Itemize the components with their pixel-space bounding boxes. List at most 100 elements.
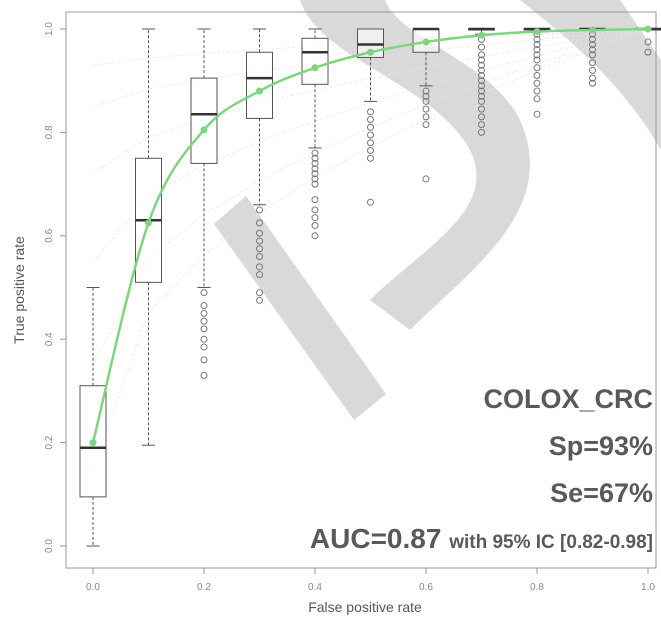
outlier-point bbox=[422, 113, 430, 121]
roc-point bbox=[589, 26, 596, 34]
outlier-point bbox=[367, 146, 374, 154]
outlier-point bbox=[256, 237, 263, 245]
roc-point bbox=[311, 64, 319, 72]
outlier-point bbox=[256, 245, 263, 253]
outlier-point bbox=[533, 87, 541, 95]
outlier-point bbox=[256, 271, 263, 279]
roc-point bbox=[422, 38, 430, 46]
x-tick-label: 0.2 bbox=[197, 582, 211, 593]
outlier-point bbox=[533, 95, 541, 103]
y-tick-label: 1.0 bbox=[44, 22, 55, 36]
outlier-point bbox=[256, 289, 263, 297]
outlier-point bbox=[533, 51, 541, 59]
outlier-point bbox=[478, 128, 485, 136]
outlier-point bbox=[478, 56, 485, 64]
x-tick-label: 0.0 bbox=[86, 582, 100, 593]
outlier-point bbox=[478, 121, 485, 129]
y-axis-label: True positive rate bbox=[11, 236, 27, 344]
outlier-point bbox=[533, 64, 541, 72]
outlier-point bbox=[200, 371, 208, 379]
outlier-point bbox=[367, 198, 374, 206]
outlier-point bbox=[200, 335, 208, 343]
axes: 0.0 0.2 0.4 0.6 0.8 1.0 0.0 0.2 0.4 0.6 0.8 1.0 bbox=[44, 11, 657, 593]
outlier-point bbox=[311, 206, 319, 214]
outlier-point bbox=[478, 82, 485, 90]
outlier-point bbox=[533, 79, 541, 87]
watermark-curve bbox=[300, 0, 530, 330]
boxplot bbox=[135, 28, 162, 446]
outlier-point bbox=[367, 154, 374, 162]
outlier-point bbox=[589, 35, 596, 43]
outlier-point bbox=[311, 175, 319, 183]
outlier-point bbox=[311, 221, 319, 229]
outlier-point bbox=[256, 219, 263, 227]
outlier-point bbox=[533, 56, 541, 64]
outlier-point bbox=[589, 59, 596, 67]
outlier-point bbox=[589, 51, 596, 59]
sensitivity-annotation: Se=67% bbox=[550, 478, 653, 508]
boxplot bbox=[523, 27, 551, 118]
outlier-point bbox=[367, 131, 374, 139]
outlier-point bbox=[589, 46, 596, 54]
roc-point bbox=[89, 439, 97, 447]
outlier-point bbox=[311, 180, 319, 188]
roc-point bbox=[478, 31, 485, 39]
outlier-point bbox=[256, 206, 263, 214]
outlier-point bbox=[200, 325, 208, 333]
outlier-point bbox=[478, 77, 485, 85]
outlier-point bbox=[200, 356, 208, 364]
outlier-point bbox=[311, 196, 319, 204]
x-axis-label: False positive rate bbox=[308, 599, 422, 615]
outlier-point bbox=[311, 149, 319, 157]
background-trace bbox=[92, 28, 649, 108]
x-tick-label: 0.6 bbox=[419, 582, 433, 593]
roc-point bbox=[200, 126, 208, 134]
roc-point bbox=[533, 28, 541, 36]
outlier-point bbox=[422, 105, 430, 113]
model-name-annotation: COLOX_CRC bbox=[483, 384, 653, 414]
watermark-stroke bbox=[214, 196, 386, 420]
outlier-point bbox=[478, 105, 485, 113]
y-tick-label: 0.6 bbox=[44, 228, 55, 242]
outlier-point bbox=[367, 108, 374, 116]
outlier-point bbox=[200, 343, 208, 351]
outlier-point bbox=[478, 66, 485, 74]
outlier-point bbox=[589, 74, 596, 82]
x-tick-label: 1.0 bbox=[641, 582, 655, 593]
auc-annotation: AUC=0.87 with 95% IC [0.82-0.98] bbox=[310, 523, 653, 555]
background-trace bbox=[92, 28, 649, 366]
outlier-point bbox=[422, 87, 430, 95]
y-tick-label: 0.4 bbox=[44, 332, 55, 346]
auc-confidence-interval: with 95% IC [0.82-0.98] bbox=[449, 532, 653, 553]
outlier-point bbox=[256, 229, 263, 237]
roc-point bbox=[256, 87, 263, 95]
box bbox=[301, 37, 329, 85]
watermark-logo bbox=[214, 0, 661, 420]
outlier-point bbox=[589, 79, 596, 87]
outlier-point bbox=[478, 92, 485, 100]
x-tick-label: 0.4 bbox=[308, 582, 322, 593]
boxplot bbox=[301, 28, 329, 240]
boxplot bbox=[79, 287, 107, 547]
outlier-point bbox=[422, 92, 430, 100]
x-tick-label: 0.8 bbox=[530, 582, 544, 593]
outlier-point bbox=[533, 110, 541, 118]
outlier-point bbox=[256, 296, 263, 304]
outlier-point bbox=[311, 214, 319, 222]
outlier-point bbox=[256, 252, 263, 260]
outlier-point bbox=[478, 43, 485, 51]
outlier-point bbox=[478, 51, 485, 59]
outlier-point bbox=[478, 61, 485, 69]
outlier-point bbox=[200, 289, 208, 297]
roc-curve bbox=[89, 25, 652, 447]
outlier-point bbox=[644, 38, 652, 46]
outlier-point bbox=[200, 309, 208, 317]
outlier-point bbox=[422, 97, 430, 105]
outlier-point bbox=[589, 41, 596, 49]
boxplot bbox=[190, 28, 218, 379]
outlier-point bbox=[311, 232, 319, 240]
outlier-point bbox=[644, 48, 652, 56]
watermark-corner bbox=[520, 0, 661, 150]
outlier-point bbox=[200, 317, 208, 325]
